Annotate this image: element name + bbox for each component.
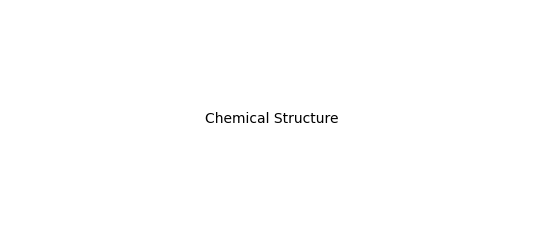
Text: Chemical Structure: Chemical Structure (205, 112, 339, 126)
